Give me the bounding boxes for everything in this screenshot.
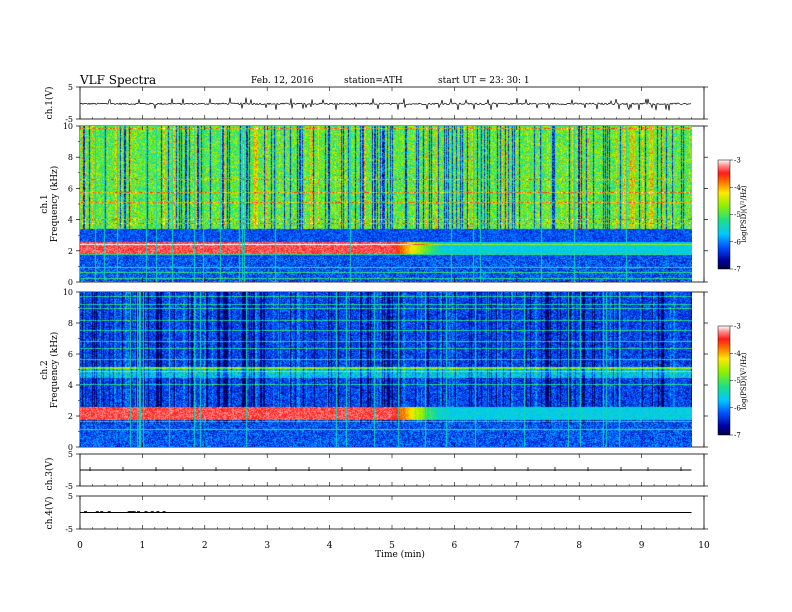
- ch2-spec-ylabel-line1: ch.2: [40, 360, 50, 379]
- cb-tick-label-0-3: -6: [734, 238, 741, 246]
- ch4-pulse-3: [107, 511, 111, 513]
- ch1-spec-ylabel-line1: ch.1: [40, 194, 50, 213]
- ytick-label-2-3: 6: [68, 350, 73, 359]
- cb-tick-label-1-4: -7: [734, 432, 741, 440]
- ytick-label-1-2: 4: [68, 216, 73, 225]
- colorbar-2-label: log(PSD)(V²/Hz): [740, 352, 748, 409]
- colorbar-1-label: log(PSD)(V²/Hz): [740, 185, 748, 242]
- ch4-pulse-2: [100, 511, 104, 513]
- ch4-pulse-11: [162, 511, 166, 513]
- ch4-pulse-8: [144, 511, 148, 513]
- ch4-pulse-9: [150, 511, 154, 513]
- cb-tick-label-0-0: -3: [734, 157, 741, 165]
- cb-tick-label-1-2: -5: [734, 377, 741, 385]
- ytick-label-4-1: -5: [65, 525, 73, 534]
- ch1-panel: 5 -5: [65, 83, 708, 124]
- ch2-spectrogram: [80, 292, 692, 447]
- ytick-label-2-0: 0: [68, 443, 73, 452]
- header-date: Feb. 12, 2016: [251, 76, 314, 86]
- ytick-label-2-2: 4: [68, 381, 73, 390]
- ch2-spec-ylabel-line2: Frequency (kHz): [49, 332, 60, 409]
- ch4-pulse-10: [156, 511, 160, 513]
- ch4-panel: 5 -5: [65, 492, 708, 534]
- xtick-label-9: 9: [639, 541, 645, 551]
- ytick-label-1-5: 10: [63, 122, 73, 131]
- ch4-pulse-1: [95, 511, 99, 513]
- colorbar-1: -3 -4 -5 -6 -7 log(PSD)(V²/Hz): [717, 157, 748, 274]
- x-axis-label: Time (min): [375, 549, 425, 560]
- ytick-label-2-4: 8: [68, 319, 73, 328]
- xtick-label-0: 0: [77, 541, 83, 551]
- ytick-label-2-1: 2: [68, 412, 73, 421]
- xtick-label-10: 10: [698, 541, 710, 551]
- ytick-label-1-4: 8: [68, 153, 73, 162]
- xtick-label-4: 4: [327, 541, 333, 551]
- cb-tick-label-1-3: -6: [734, 404, 741, 412]
- x-axis: 0 1 2 3 4 5 6 7 8 9 10: [77, 541, 710, 551]
- xtick-label-5: 5: [389, 541, 395, 551]
- ytick-label-1-0: 0: [68, 278, 73, 287]
- ytick-label-1-3: 6: [68, 184, 73, 193]
- xtick-label-8: 8: [576, 541, 582, 551]
- colorbar-2: -3 -4 -5 -6 -7 log(PSD)(V²/Hz): [717, 323, 748, 440]
- xtick-label-2: 2: [202, 541, 208, 551]
- xtick-label-6: 6: [452, 541, 458, 551]
- ch4-pulse-0: [83, 511, 87, 513]
- xtick-label-7: 7: [514, 541, 520, 551]
- ch3-panel: 5 -5: [65, 450, 708, 491]
- cb-tick-label-0-1: -4: [734, 184, 741, 192]
- ytick-label-0-1: -5: [65, 115, 73, 124]
- ch4-pulse-4: [127, 511, 131, 513]
- cb-tick-label-0-2: -5: [734, 211, 741, 219]
- xtick-label-1: 1: [140, 541, 146, 551]
- ch4-ylabel: ch.4(V): [44, 497, 55, 530]
- ch1-ylabel: ch.1(V): [44, 87, 55, 120]
- header-start-time: start UT = 23: 30: 1: [438, 76, 530, 86]
- ytick-label-3-1: -5: [65, 482, 73, 491]
- ch1-spectrogram: [80, 126, 692, 282]
- ch1-spec-ylabel-line2: Frequency (kHz): [49, 166, 60, 243]
- ytick-label-4-0: 5: [68, 492, 73, 501]
- cb-tick-label-1-0: -3: [734, 323, 741, 331]
- ch4-pulse-7: [137, 511, 141, 513]
- header-station: station=ATH: [344, 76, 403, 86]
- ch2-spectrogram-panel: 0 2 4 6 8 10: [63, 288, 708, 452]
- ch4-pulse-6: [132, 511, 136, 513]
- ch1-spectrogram-panel: 0 2 4 6 8 10: [63, 122, 708, 287]
- cb-tick-label-0-4: -7: [734, 266, 741, 274]
- xtick-label-3: 3: [264, 541, 270, 551]
- ytick-label-1-1: 2: [68, 247, 73, 256]
- ytick-label-2-5: 10: [63, 288, 73, 297]
- ch3-ylabel: ch.3(V): [44, 458, 55, 491]
- ch1-trace: [80, 97, 692, 111]
- ytick-label-0-0: 5: [68, 83, 73, 92]
- ch4-pulse-5: [130, 511, 134, 513]
- ytick-label-3-0: 5: [68, 450, 73, 459]
- cb-tick-label-1-1: -4: [734, 350, 741, 358]
- figure-title: VLF Spectra: [79, 73, 156, 87]
